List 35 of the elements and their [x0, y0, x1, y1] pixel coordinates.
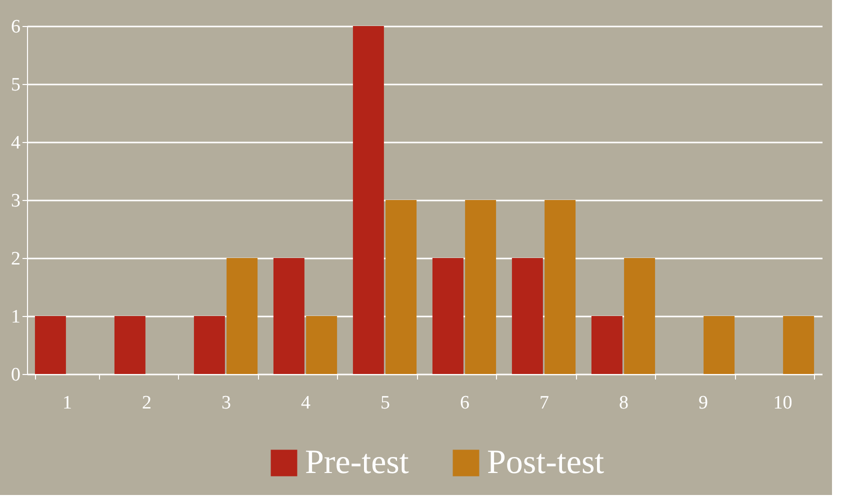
y-tick-label: 4 [11, 132, 21, 154]
bar [386, 200, 417, 374]
y-tick-label: 1 [11, 306, 20, 328]
x-tick-label: 5 [380, 392, 390, 414]
x-tick-label: 6 [460, 392, 470, 414]
legend-label: Post-test [487, 444, 605, 481]
x-tick-label: 9 [698, 392, 708, 414]
bar [465, 200, 496, 374]
legend-label: Pre-test [305, 444, 410, 481]
bar [624, 258, 656, 374]
bar [194, 316, 225, 374]
bar [512, 258, 543, 374]
bar [544, 200, 576, 374]
bar [34, 316, 66, 374]
bar [273, 258, 304, 374]
y-tick-label: 5 [11, 74, 20, 96]
x-tick-label: 3 [222, 392, 231, 414]
bar [432, 258, 464, 374]
bar [704, 316, 735, 374]
y-tick-label: 2 [11, 248, 20, 270]
bar [352, 26, 384, 374]
x-tick-label: 7 [540, 392, 549, 414]
x-tick-label: 10 [773, 392, 792, 414]
bar [226, 258, 258, 374]
y-tick-label: 0 [11, 364, 20, 386]
x-tick-label: 1 [62, 392, 72, 414]
bar [306, 316, 338, 374]
y-tick-label: 6 [11, 16, 20, 38]
bar [591, 316, 622, 374]
bar [114, 316, 146, 374]
y-tick-label: 3 [11, 190, 20, 212]
x-tick-label: 8 [619, 392, 628, 414]
x-tick-label: 2 [142, 392, 152, 414]
x-tick-label: 4 [301, 392, 311, 414]
bar [783, 316, 814, 374]
